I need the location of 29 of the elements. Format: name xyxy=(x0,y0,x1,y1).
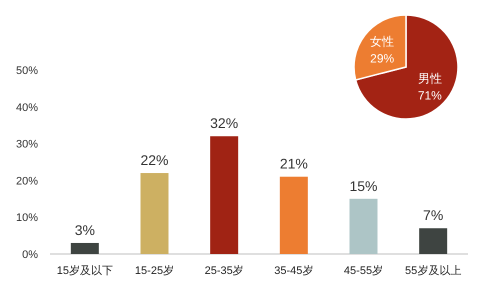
data-label: 21% xyxy=(280,156,308,172)
data-label: 22% xyxy=(140,152,169,168)
x-tick-label: 35-45岁 xyxy=(274,265,314,277)
bar xyxy=(140,173,168,254)
data-label: 3% xyxy=(74,222,95,238)
slice-label: 男性 xyxy=(418,71,442,86)
data-label: 32% xyxy=(210,115,238,132)
data-label: 71% xyxy=(418,88,442,102)
x-tick-label: 15-25岁 xyxy=(134,265,174,277)
data-label: 15% xyxy=(349,178,378,194)
pie-slice xyxy=(354,14,459,120)
data-label: 7% xyxy=(423,207,444,224)
y-tick-label: 20% xyxy=(16,175,38,188)
x-tick-label: 25-35岁 xyxy=(204,265,244,277)
x-tick-label: 55岁及以上 xyxy=(405,264,462,277)
y-tick-label: 30% xyxy=(16,138,38,151)
y-tick-label: 50% xyxy=(16,65,38,77)
y-tick-label: 10% xyxy=(16,212,38,224)
bar xyxy=(280,176,308,254)
x-tick-label: 45-55岁 xyxy=(344,265,384,277)
bar xyxy=(419,228,448,254)
data-label: 29% xyxy=(370,52,394,66)
bar xyxy=(70,242,99,254)
slice-label: 女性 xyxy=(370,34,394,49)
bar xyxy=(210,136,238,254)
x-tick-label: 15岁及以下 xyxy=(56,264,113,277)
bar xyxy=(350,198,378,254)
y-tick-label: 0% xyxy=(22,249,38,261)
y-tick-label: 40% xyxy=(16,102,38,114)
